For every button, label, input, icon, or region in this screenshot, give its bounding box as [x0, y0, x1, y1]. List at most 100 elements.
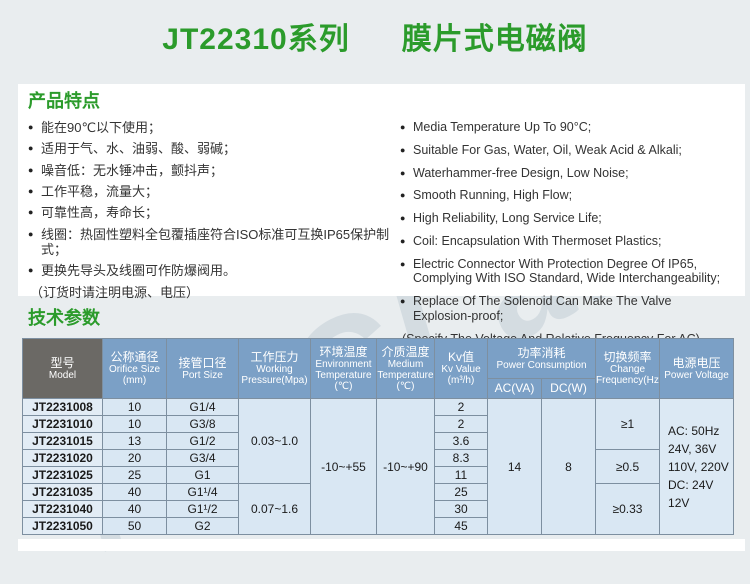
feature-item-zh: ● 工作平稳，流量大； — [28, 184, 400, 199]
title-series: JT22310系列 — [162, 23, 350, 56]
feature-item-en: ● Coil: Encapsulation With Thermoset Plas… — [400, 234, 730, 249]
feature-text-en: High Reliability, Long Service Life; — [413, 211, 602, 225]
feature-text-zh: 更换先导头及线圈可作防爆阀用。 — [41, 263, 237, 279]
bullet-icon: ● — [28, 185, 34, 196]
cell-env-temp: -10~+55 — [310, 398, 377, 535]
table-row: JT2231025 25 G1 11 — [22, 466, 734, 484]
col-header-port: 接管口径 Port Size — [166, 338, 239, 399]
col-header-dc: DC(W) — [540, 378, 597, 399]
cell-port: G1¹/4 — [166, 483, 239, 501]
feature-item-en: ● Media Temperature Up To 90°C; — [400, 120, 730, 135]
cell-orifice: 10 — [102, 398, 167, 416]
feature-item-zh: ● 能在90℃以下使用； — [28, 120, 400, 135]
cell-orifice: 25 — [102, 466, 167, 484]
cell-med-temp: -10~+90 — [376, 398, 435, 535]
bullet-icon: ● — [28, 164, 34, 175]
cell-frequency: ≥1 — [595, 398, 661, 450]
header-zh: Kv值 — [447, 350, 474, 364]
feature-item-en: ● Replace Of The Solenoid Can Make The Va… — [400, 294, 730, 324]
col-header-ac: AC(VA) — [487, 378, 542, 399]
bullet-icon: ● — [400, 167, 406, 178]
feature-text-en: Suitable For Gas, Water, Oil, Weak Acid … — [413, 142, 682, 157]
feature-item-zh: ● 适用于气、水、油弱、酸、弱碱； — [28, 141, 400, 156]
feature-item-en: ● Smooth Running, High Flow; — [400, 188, 730, 203]
feature-text-en: Replace Of The Solenoid Can Make The Val… — [413, 294, 672, 323]
feature-item-zh: ● 线圈：热固性塑料全包覆插座符合ISO标准可互换IP65保护制式； — [28, 227, 400, 258]
feature-item-zh: ● 更换先导头及线圈可作防爆阀用。 — [28, 263, 400, 278]
cell-kv: 2 — [434, 398, 488, 416]
col-header-orifice: 公称通径 Orifice Size (mm) — [102, 338, 167, 399]
feature-text-en: Smooth Running, High Flow; — [413, 188, 573, 203]
bullet-icon: ● — [400, 258, 406, 269]
header-zh: 接管口径 — [178, 355, 227, 370]
voltage-line: 12V — [668, 495, 690, 510]
cell-orifice: 50 — [102, 517, 167, 535]
features-note-zh: （订货时请注明电源、电压） — [30, 284, 200, 300]
bullet-icon: ● — [28, 265, 34, 276]
feature-item-zh: ● 可靠性高，寿命长； — [28, 205, 400, 220]
header-label: AC(VA) — [494, 381, 535, 395]
cell-orifice: 40 — [102, 500, 167, 518]
header-zh: 型号 — [50, 355, 75, 370]
bullet-icon: ● — [400, 122, 406, 132]
cell-port: G1/4 — [166, 398, 239, 416]
bullet-icon: ● — [28, 143, 34, 154]
header-zh: 切换频率 — [603, 350, 652, 364]
table-row: JT2231010 10 G3/8 2 — [22, 415, 734, 433]
cell-orifice: 40 — [102, 483, 167, 501]
col-header-model: 型号 Model — [22, 338, 103, 399]
header-unit: (mm) — [122, 375, 147, 386]
header-zh: 电源电压 — [672, 355, 721, 370]
bullet-icon: ● — [400, 235, 406, 246]
header-en: Kv Value — [441, 364, 481, 375]
voltage-line: 24V, 36V — [668, 441, 717, 456]
col-header-pressure: 工作压力 Working Pressure(Mpa) — [238, 338, 311, 399]
header-en: Working — [256, 364, 293, 375]
feature-item-en: ● Suitable For Gas, Water, Oil, Weak Acid… — [400, 143, 730, 158]
cell-kv: 2 — [434, 415, 488, 433]
cell-orifice: 20 — [102, 449, 167, 467]
col-header-med-temp: 介质温度 Medium Temperature (℃) — [376, 338, 435, 399]
table-row: JT2231035 40 G1¹/4 0.07~1.6 25 ≥0.33 — [22, 483, 734, 535]
header-label: DC(W) — [550, 381, 587, 395]
bullet-icon: ● — [400, 296, 406, 306]
cell-pressure: 0.03~1.0 — [238, 398, 311, 484]
cell-port: G3/4 — [166, 449, 239, 467]
cell-kv: 8.3 — [434, 449, 488, 467]
features-list-en: ● Media Temperature Up To 90°C; ● Suitable… — [400, 120, 730, 354]
cell-port: G1/2 — [166, 432, 239, 450]
features-heading: 产品特点 — [28, 91, 100, 111]
bullet-icon: ● — [28, 228, 34, 239]
spec-table: 型号 Model 公称通径 Orifice Size (mm) 接管口径 Por… — [22, 338, 735, 535]
cell-kv: 25 — [434, 483, 488, 501]
feature-text-en: Electric Connector With Protection Degre… — [413, 256, 721, 286]
header-en: Power Voltage — [664, 369, 729, 381]
col-header-kv: Kv值 Kv Value (m³/h) — [434, 338, 488, 399]
cell-kv: 11 — [434, 466, 488, 484]
cell-port: G1 — [166, 466, 239, 484]
col-header-power: 功率消耗 Power Consumption — [486, 338, 597, 379]
feature-text-zh: 适用于气、水、油弱、酸、弱碱； — [41, 141, 237, 157]
cell-frequency: ≥0.5 — [595, 449, 661, 484]
feature-item-en: ● Waterhammer-free Design, Low Noise; — [400, 166, 730, 181]
features-columns: ● 能在90℃以下使用； ● 适用于气、水、油弱、酸、弱碱； ● 噪音低：无水锤冲击，… — [28, 113, 745, 354]
cell-model: JT2231020 — [22, 449, 103, 467]
header-en: Frequency(Hz) — [596, 375, 660, 386]
cell-orifice: 10 — [102, 415, 167, 433]
header-zh: 工作压力 — [250, 350, 299, 364]
header-en: Medium — [387, 358, 424, 370]
voltage-line: 110V, 220V — [668, 459, 729, 474]
col-header-frequency: 切换频率 Change Frequency(Hz) — [595, 338, 661, 399]
header-en: Port Size — [182, 369, 223, 381]
header-en: Pressure(Mpa) — [241, 375, 308, 386]
table-row: JT2231008 10 G1/4 0.03~1.0 -10~+55 -10~+… — [22, 398, 735, 535]
header-unit: (℃) — [334, 380, 353, 392]
feature-item-en: ● Electric Connector With Protection Degr… — [400, 257, 730, 287]
cell-model: JT2231035 — [22, 483, 103, 501]
header-unit: (m³/h) — [447, 375, 475, 386]
header-en: Environment — [315, 358, 372, 370]
cell-model: JT2231025 — [22, 466, 103, 484]
feature-text-zh: 可靠性高，寿命长； — [41, 205, 159, 221]
bottom-strip — [18, 539, 745, 551]
header-unit: (℃) — [396, 380, 415, 392]
